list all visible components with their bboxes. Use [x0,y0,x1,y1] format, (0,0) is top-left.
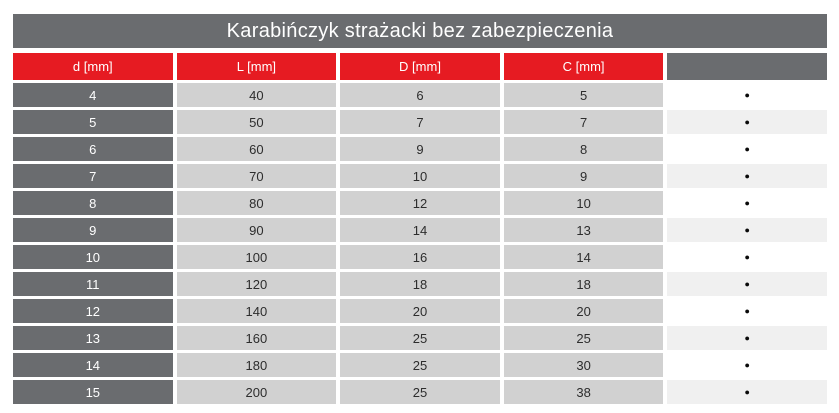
column-header-d: d [mm] [13,53,173,80]
column-header-empty [667,53,827,80]
product-size-table: Karabińczyk strażacki bez zabezpieczenia… [13,14,827,404]
l-value-cell: 60 [176,137,337,161]
l-value-cell: 50 [176,110,337,134]
bullet-icon: ● [744,251,750,262]
c-value-cell: 7 [503,110,664,134]
d-value-cell: 12 [13,299,173,323]
availability-cell: ● [667,272,827,296]
l-value-cell: 70 [176,164,337,188]
big-d-value-cell: 20 [340,299,500,323]
column-header-big-d: D [mm] [340,53,500,80]
availability-cell: ● [667,218,827,242]
c-value-cell: 9 [503,164,664,188]
bullet-icon: ● [744,278,750,289]
column-header-c: C [mm] [503,53,664,80]
bullet-icon: ● [744,332,750,343]
c-value-cell: 8 [503,137,664,161]
l-value-cell: 80 [176,191,337,215]
c-value-cell: 18 [503,272,664,296]
c-value-cell: 14 [503,245,664,269]
big-d-value-cell: 6 [340,83,500,107]
l-value-cell: 120 [176,272,337,296]
d-value-cell: 15 [13,380,173,404]
c-value-cell: 10 [503,191,664,215]
bullet-icon: ● [744,224,750,235]
d-value-cell: 14 [13,353,173,377]
d-value-cell: 11 [13,272,173,296]
big-d-value-cell: 18 [340,272,500,296]
bullet-icon: ● [744,116,750,127]
d-value-cell: 9 [13,218,173,242]
c-value-cell: 20 [503,299,664,323]
availability-cell: ● [667,353,827,377]
d-value-cell: 7 [13,164,173,188]
big-d-value-cell: 9 [340,137,500,161]
availability-cell: ● [667,326,827,350]
big-d-value-cell: 10 [340,164,500,188]
c-value-cell: 25 [503,326,664,350]
bullet-icon: ● [744,197,750,208]
table-title: Karabińczyk strażacki bez zabezpieczenia [13,14,827,48]
big-d-value-cell: 25 [340,353,500,377]
bullet-icon: ● [744,305,750,316]
availability-cell: ● [667,110,827,134]
l-value-cell: 180 [176,353,337,377]
availability-cell: ● [667,245,827,269]
availability-cell: ● [667,83,827,107]
bullet-icon: ● [744,89,750,100]
big-d-value-cell: 12 [340,191,500,215]
d-value-cell: 10 [13,245,173,269]
size-table-grid: d [mm] L [mm] D [mm] C [mm] 4 40 6 5 ● 5 50 7 7 ●… [13,53,827,404]
l-value-cell: 160 [176,326,337,350]
availability-cell: ● [667,137,827,161]
d-value-cell: 6 [13,137,173,161]
big-d-value-cell: 25 [340,380,500,404]
bullet-icon: ● [744,143,750,154]
big-d-value-cell: 25 [340,326,500,350]
c-value-cell: 13 [503,218,664,242]
d-value-cell: 4 [13,83,173,107]
d-value-cell: 13 [13,326,173,350]
availability-cell: ● [667,164,827,188]
c-value-cell: 5 [503,83,664,107]
bullet-icon: ● [744,386,750,397]
big-d-value-cell: 16 [340,245,500,269]
column-header-l: L [mm] [176,53,337,80]
d-value-cell: 8 [13,191,173,215]
d-value-cell: 5 [13,110,173,134]
availability-cell: ● [667,299,827,323]
c-value-cell: 30 [503,353,664,377]
l-value-cell: 100 [176,245,337,269]
big-d-value-cell: 7 [340,110,500,134]
big-d-value-cell: 14 [340,218,500,242]
l-value-cell: 40 [176,83,337,107]
c-value-cell: 38 [503,380,664,404]
l-value-cell: 90 [176,218,337,242]
availability-cell: ● [667,380,827,404]
l-value-cell: 140 [176,299,337,323]
availability-cell: ● [667,191,827,215]
l-value-cell: 200 [176,380,337,404]
bullet-icon: ● [744,170,750,181]
bullet-icon: ● [744,359,750,370]
